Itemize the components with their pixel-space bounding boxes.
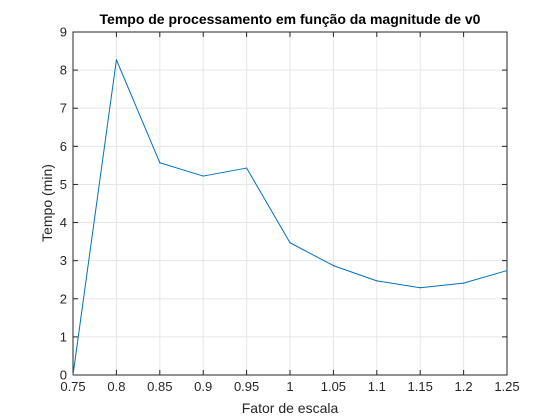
x-tick-label: 1.05	[321, 379, 346, 394]
x-tick-label: 1.1	[368, 379, 386, 394]
x-tick-label: 0.95	[234, 379, 259, 394]
x-tick-label: 0.8	[107, 379, 125, 394]
y-tick-label: 7	[60, 101, 67, 116]
y-tick-label: 6	[60, 139, 67, 154]
x-tick-label: 1.2	[455, 379, 473, 394]
x-tick-label: 0.9	[194, 379, 212, 394]
chart-title: Tempo de processamento em função da magn…	[100, 11, 481, 27]
y-tick-label: 2	[60, 291, 67, 306]
x-tick-label: 1	[286, 379, 293, 394]
y-tick-label: 8	[60, 63, 67, 78]
grid-lines	[72, 31, 508, 376]
x-tick-labels: 0.75 0.8 0.85 0.9 0.95 1 1.05 1.1 1.15 1.2 1.25	[60, 379, 519, 394]
x-tick-label: 0.75	[60, 379, 85, 394]
data-point	[376, 280, 378, 282]
x-tick-label: 0.85	[147, 379, 172, 394]
y-tick-label: 1	[60, 329, 67, 344]
data-point	[246, 167, 248, 169]
data-point	[159, 162, 161, 164]
x-axis-label: Fator de escala	[242, 400, 339, 416]
x-tick-label: 1.25	[494, 379, 519, 394]
y-tick-label: 3	[60, 253, 67, 268]
data-point	[506, 269, 508, 272]
data-point	[115, 59, 117, 61]
y-axis-label: Tempo (min)	[39, 164, 55, 242]
y-tick-label: 0	[60, 368, 67, 383]
y-tick-labels: 0 1 2 3 4 5 6 7 8 9	[60, 25, 67, 383]
y-tick-label: 5	[60, 177, 67, 192]
y-tick-label: 9	[60, 25, 67, 40]
data-point	[202, 175, 204, 177]
data-point	[289, 242, 291, 244]
series-layer	[72, 59, 508, 376]
data-point	[463, 282, 465, 284]
x-tick-label: 1.15	[408, 379, 433, 394]
data-point	[419, 287, 421, 289]
data-point	[72, 374, 74, 376]
y-tick-label: 4	[60, 215, 67, 230]
data-point	[332, 265, 334, 267]
